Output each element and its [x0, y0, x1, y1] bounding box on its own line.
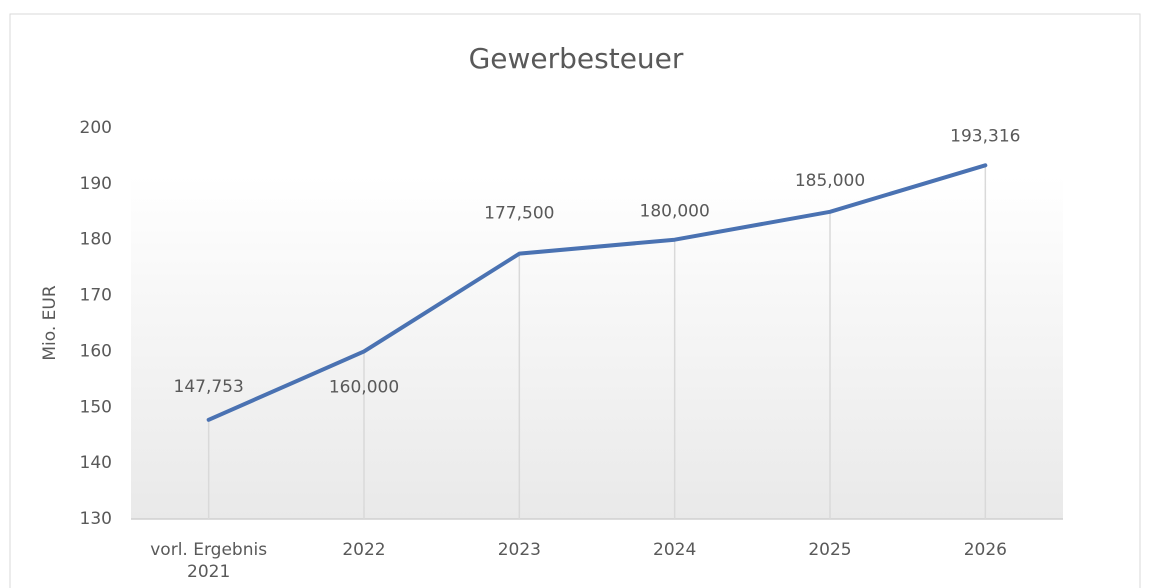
y-tick-label: 160 — [80, 341, 112, 361]
y-tick-label: 170 — [80, 286, 112, 306]
x-tick-label: 2026 — [963, 540, 1007, 560]
x-tick-label: 2022 — [342, 540, 386, 560]
data-label: 185,000 — [795, 171, 865, 191]
y-tick-label: 200 — [80, 118, 112, 138]
x-tick-label: vorl. Ergebnis 2021 — [150, 540, 268, 582]
y-axis-label: Mio. EUR — [40, 285, 60, 360]
data-label: 177,500 — [484, 204, 554, 224]
y-tick-label: 130 — [80, 509, 112, 529]
data-label: 193,316 — [950, 126, 1020, 146]
data-label: 160,000 — [329, 377, 399, 397]
x-tick-label: 2023 — [497, 540, 541, 560]
data-line — [206, 163, 988, 422]
chart-title: Gewerbesteuer — [469, 42, 684, 75]
y-tick-label: 190 — [80, 174, 112, 194]
y-tick-label: 150 — [80, 397, 112, 417]
data-label: 147,753 — [174, 377, 244, 397]
y-tick-label: 180 — [80, 230, 112, 250]
x-tick-label: 2024 — [653, 540, 697, 560]
y-tick-label: 140 — [80, 453, 112, 473]
plot-background — [131, 175, 1063, 519]
x-tick-label: 2025 — [808, 540, 852, 560]
data-label: 180,000 — [640, 202, 710, 222]
